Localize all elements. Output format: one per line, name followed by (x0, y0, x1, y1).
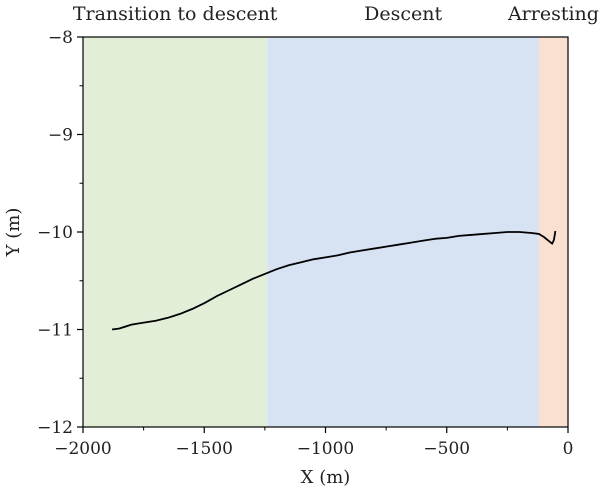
x-tick-label: −1000 (297, 439, 355, 459)
x-tick-label: −500 (423, 439, 470, 459)
y-tick-label: −9 (48, 126, 73, 146)
x-tick-label: 0 (563, 439, 574, 459)
phase-band-arresting (538, 37, 568, 427)
phase-label-transition-to-descent: Transition to descent (73, 3, 278, 25)
x-axis-title: X (m) (301, 467, 351, 488)
x-axis-ticks: −2000 −1500 −1000 −500 0 (54, 427, 573, 459)
x-tick-label: −1500 (175, 439, 233, 459)
phase-band-descent (267, 37, 539, 427)
phase-band-transition-to-descent (83, 37, 268, 427)
y-tick-label: −11 (37, 321, 73, 341)
series-group (111, 230, 557, 331)
y-tick-label: −12 (37, 418, 73, 438)
y-axis-ticks: −12 −11 −10 −9 −8 (37, 28, 83, 438)
phase-bands (83, 37, 568, 427)
trajectory-line-1 (111, 230, 557, 331)
y-tick-label: −10 (37, 223, 73, 243)
phase-labels: Transition to descent Descent Arresting (73, 3, 599, 25)
phase-label-arresting: Arresting (507, 3, 599, 25)
y-axis-title: Y (m) (3, 208, 24, 258)
y-tick-label: −8 (48, 28, 73, 48)
phase-label-descent: Descent (364, 3, 442, 25)
x-tick-label: −2000 (54, 439, 112, 459)
